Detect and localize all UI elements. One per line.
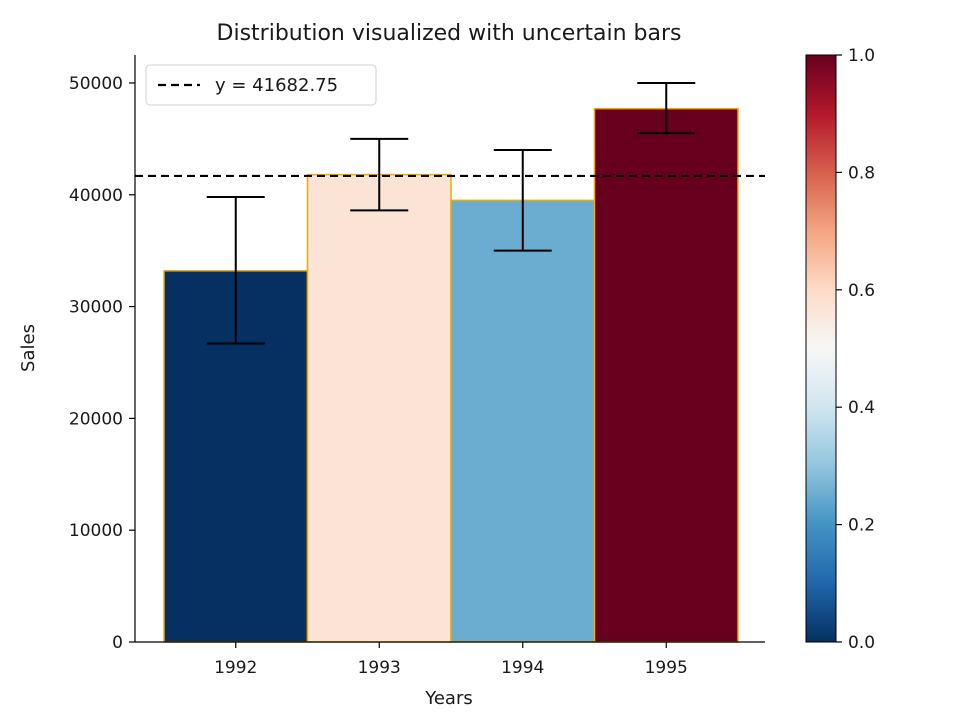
x-axis-title: Years [424,688,473,709]
legend-box [145,64,377,106]
errorbar-1993 [350,137,409,212]
errorbar-1992 [206,195,265,345]
y-tick-label: 0 [112,633,123,653]
y-axis-title: Sales [18,324,39,372]
colorbar-gradient [805,54,837,643]
bar-1993 [306,173,452,643]
bar-1994 [450,199,596,643]
colorbar-ticks: 0.0 0.2 0.4 0.6 0.8 1.0 [836,46,875,653]
y-ticks: 0 10000 20000 30000 40000 50000 [69,74,135,653]
x-tick-label: 1992 [214,658,257,678]
y-tick-label: 20000 [69,409,123,429]
errorbar-1995 [637,81,696,135]
legend: y = 41682.75 [145,64,377,106]
y-tick-label: 50000 [69,74,123,94]
legend-entry-label: y = 41682.75 [215,75,338,96]
colorbar-tick-label: 0.0 [848,633,875,653]
bar-1995 [593,107,739,643]
bars-layer [163,107,739,643]
errorbar-1994 [493,149,552,252]
colorbar-tick-label: 0.6 [848,281,875,301]
x-tick-label: 1994 [501,658,544,678]
x-tick-label: 1995 [645,658,688,678]
y-tick-label: 40000 [69,186,123,206]
colorbar: 0.0 0.2 0.4 0.6 0.8 1.0 [805,46,875,653]
colorbar-tick-label: 0.8 [848,163,875,183]
x-tick-label: 1993 [358,658,401,678]
colorbar-tick-label: 1.0 [848,46,875,66]
y-tick-label: 10000 [69,521,123,541]
y-tick-label: 30000 [69,298,123,318]
errorbar-layer [206,81,696,345]
x-ticks: 1992 1993 1994 1995 [214,642,688,678]
colorbar-tick-label: 0.4 [848,398,875,418]
colorbar-tick-label: 0.2 [848,516,875,536]
chart-title: Distribution visualized with uncertain b… [217,21,682,46]
